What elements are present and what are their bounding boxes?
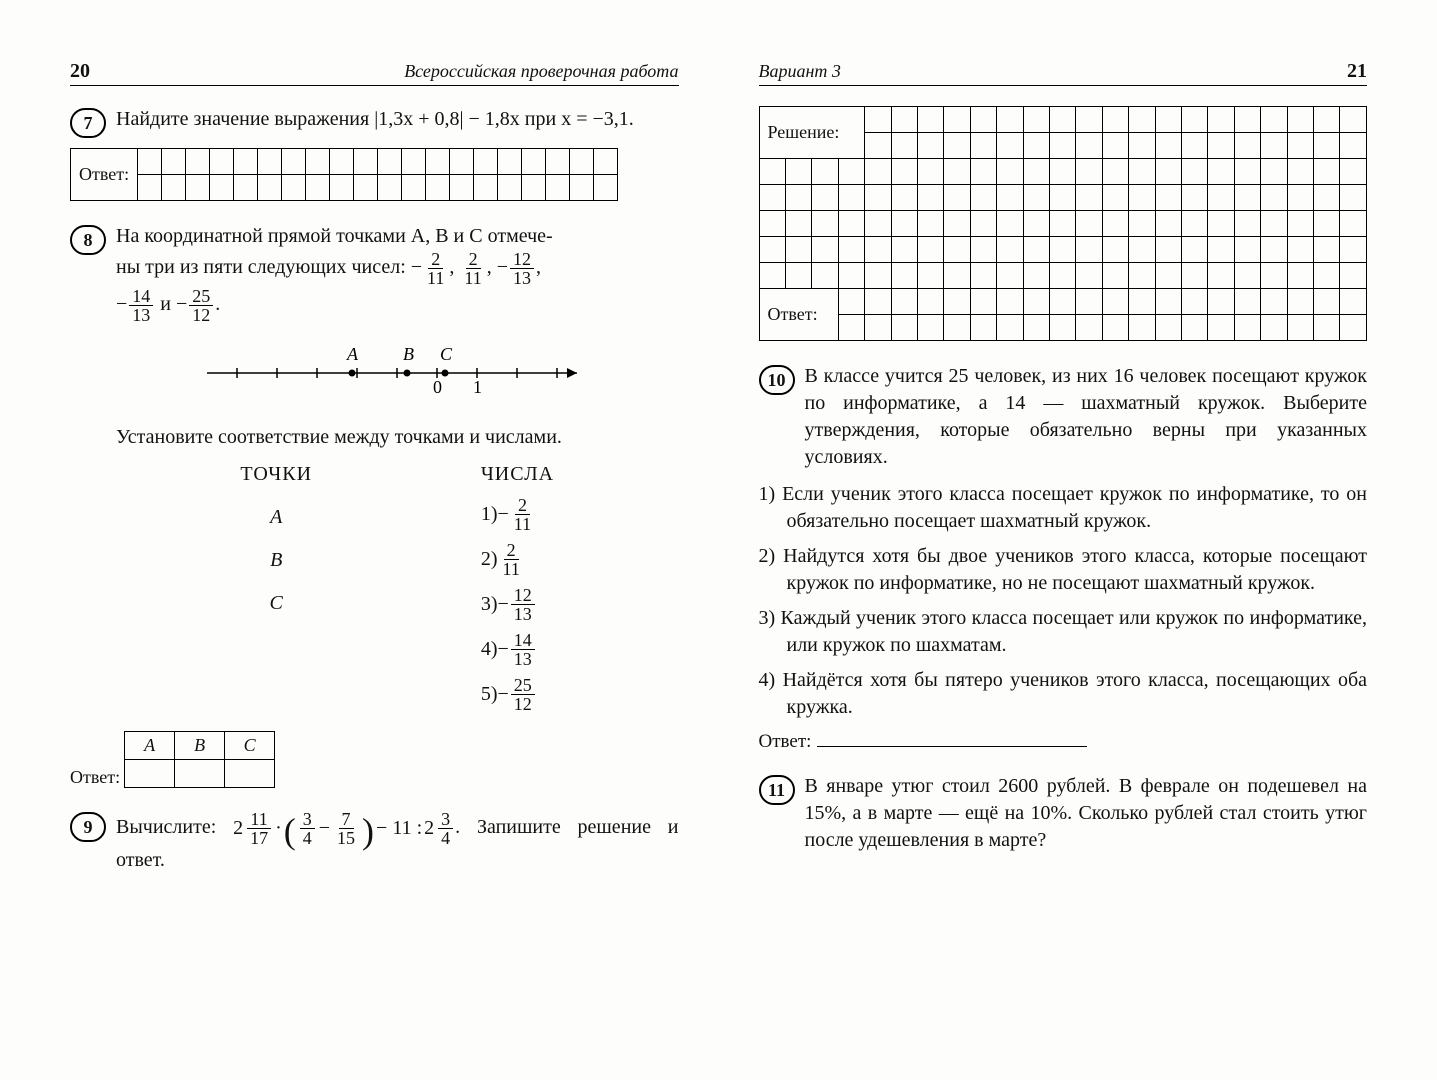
q8-match: ТОЧКИ A B C ЧИСЛА 1) −211 2) 211 3) −121… <box>156 461 639 713</box>
task-11-body: В январе утюг стоил 2600 рублей. В февра… <box>805 773 1368 854</box>
task-9-body: Вычислите: 21117 · ( 34 − 715 ) − 11 : 2… <box>116 810 679 874</box>
nl-C: C <box>440 344 453 364</box>
q7-text-b: при <box>525 108 561 130</box>
running-title-left: Всероссийская проверочная работа <box>404 61 678 82</box>
page-left: 20 Всероссийская проверочная работа 7 На… <box>0 0 719 1080</box>
task-10: 10 В классе учится 25 человек, из них 16… <box>759 363 1368 471</box>
q8-instr: Установите соответствие между точками и … <box>116 424 679 451</box>
q10-answer-blank[interactable] <box>817 746 1087 747</box>
task-7: 7 Найдите значение выражения |1,3x + 0,8… <box>70 106 679 138</box>
nl-B: B <box>403 344 414 364</box>
q8-f4: 1413 <box>129 287 153 324</box>
task-9: 9 Вычислите: 21117 · ( 34 − 715 ) − 11 :… <box>70 810 679 874</box>
q10-opt1: 1) Если ученик этого класса посещает кру… <box>759 481 1368 535</box>
q8-f1: 211 <box>424 250 447 287</box>
q8-answer-table: ABC <box>124 731 275 788</box>
q8-points-col: ТОЧКИ A B C <box>240 461 312 713</box>
task-11: 11 В январе утюг стоил 2600 рублей. В фе… <box>759 773 1368 854</box>
q8-hdr-points: ТОЧКИ <box>240 461 312 488</box>
q7-expr: |1,3x + 0,8| − 1,8x <box>374 108 520 130</box>
solution-grid: Решение: Ответ: <box>759 106 1368 341</box>
nl-1: 1 <box>473 377 482 397</box>
q7-answer-grid: Ответ: <box>70 148 618 201</box>
q7-cond: x = −3,1. <box>561 108 634 130</box>
page-right: Вариант 3 21 Решение: Ответ: <box>719 0 1437 1080</box>
q8-nums-col: ЧИСЛА 1) −211 2) 211 3) −1213 4) −1413 5… <box>481 461 554 713</box>
task-number-9: 9 <box>70 812 106 842</box>
task-number-10: 10 <box>759 365 795 395</box>
q10-opt2: 2) Найдутся хотя бы двое учеников этого … <box>759 543 1368 597</box>
running-title-right: Вариант 3 <box>759 61 841 82</box>
q8-and: и <box>160 293 176 315</box>
task-number-7: 7 <box>70 108 106 138</box>
task-number-8: 8 <box>70 225 106 255</box>
q8-pC: C <box>270 590 283 617</box>
q10-opt4: 4) Найдётся хотя бы пятеро учеников этог… <box>759 667 1368 721</box>
q10-opt3: 3) Каждый ученик этого класса посещает и… <box>759 605 1368 659</box>
q10-answer-label: Ответ: <box>759 731 812 752</box>
q8-answer-label: Ответ: <box>70 767 120 788</box>
task-number-11: 11 <box>759 775 795 805</box>
nl-A: A <box>346 344 359 364</box>
q7-text-a: Найдите значение выражения <box>116 108 374 130</box>
q8-hdr-nums: ЧИСЛА <box>481 461 554 488</box>
nl-0: 0 <box>433 377 442 397</box>
page-spread: 20 Всероссийская проверочная работа 7 На… <box>0 0 1437 1080</box>
task-7-body: Найдите значение выражения |1,3x + 0,8| … <box>116 106 679 133</box>
q8-f5: 2512 <box>189 287 213 324</box>
q7-answer-label: Ответ: <box>71 149 138 201</box>
q8-f2: 211 <box>461 250 484 287</box>
solution-label: Решение: <box>759 107 865 159</box>
task-10-body: В классе учится 25 человек, из них 16 че… <box>805 363 1368 471</box>
q8-line1: На координатной прямой точками A, B и C … <box>116 225 553 247</box>
running-head-left: 20 Всероссийская проверочная работа <box>70 60 679 86</box>
answer-label: Ответ: <box>759 289 838 341</box>
task-8-body: На координатной прямой точками A, B и C … <box>116 223 679 723</box>
running-head-right: Вариант 3 21 <box>759 60 1368 86</box>
q8-answer: Ответ: ABC <box>70 725 679 788</box>
number-line: A B C 0 1 <box>197 338 597 406</box>
task-8: 8 На координатной прямой точками A, B и … <box>70 223 679 723</box>
q8-pA: A <box>270 504 282 531</box>
page-number-left: 20 <box>70 60 90 83</box>
q8-pB: B <box>270 547 282 574</box>
q8-line2a: ны три из пяти следующих чисел: <box>116 256 411 278</box>
q9-text-a: Вычислите: <box>116 816 233 838</box>
q8-f3: 1213 <box>510 250 534 287</box>
page-number-right: 21 <box>1347 60 1367 83</box>
q10-answer-line: Ответ: <box>759 731 1368 753</box>
q9-expr: 21117 · ( 34 − 715 ) − 11 : 234 <box>233 810 455 847</box>
